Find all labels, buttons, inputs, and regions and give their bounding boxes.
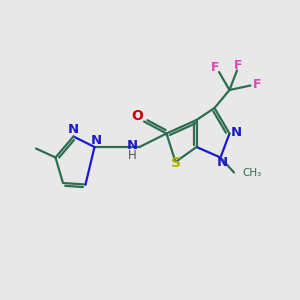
Text: O: O	[131, 109, 143, 123]
Text: F: F	[211, 61, 220, 74]
Text: N: N	[216, 156, 228, 170]
Text: N: N	[67, 123, 79, 136]
Text: H: H	[128, 149, 136, 162]
Text: F: F	[234, 58, 243, 72]
Text: N: N	[126, 139, 138, 152]
Text: S: S	[170, 156, 181, 170]
Text: N: N	[230, 125, 242, 139]
Text: CH₃: CH₃	[242, 168, 261, 178]
Text: F: F	[253, 77, 261, 91]
Text: N: N	[90, 134, 102, 147]
